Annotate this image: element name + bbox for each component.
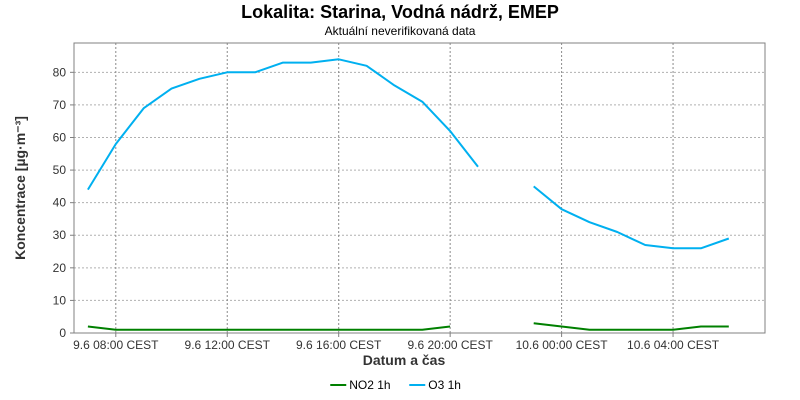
series-line-segment xyxy=(533,322,729,331)
series-line-segment xyxy=(87,325,451,331)
y-tick-label: 10 xyxy=(53,293,67,307)
y-tick-label: 0 xyxy=(59,326,66,340)
y-axis-label: Koncentrace [µg·m⁻³] xyxy=(12,116,28,260)
x-tick-label: 9.6 12:00 CEST xyxy=(185,338,271,352)
legend: NO2 1h O3 1h xyxy=(330,378,461,392)
series-lines xyxy=(87,58,730,331)
y-tick-label: 70 xyxy=(53,98,67,112)
chart-subtitle: Aktuální neverifikovaná data xyxy=(325,24,476,38)
y-tick-label: 30 xyxy=(53,228,67,242)
series-no2-1h xyxy=(87,322,729,331)
x-axis: 9.6 08:00 CEST 9.6 12:00 CEST 9.6 16:00 CE… xyxy=(73,333,720,352)
y-tick-label: 20 xyxy=(53,261,67,275)
y-axis: 0 10 20 30 40 50 60 70 80 xyxy=(53,65,74,340)
series-o3-1h xyxy=(87,58,730,250)
series-line-segment xyxy=(533,185,730,250)
x-tick-label: 9.6 16:00 CEST xyxy=(296,338,382,352)
legend-item: O3 1h xyxy=(409,378,461,392)
legend-item: NO2 1h xyxy=(330,378,391,392)
x-tick-label: 9.6 08:00 CEST xyxy=(73,338,159,352)
chart-title: Lokalita: Starina, Vodná nádrž, EMEP xyxy=(241,2,559,22)
y-tick-label: 80 xyxy=(53,65,67,79)
y-tick-label: 60 xyxy=(53,130,67,144)
plot-area xyxy=(73,42,766,334)
grid xyxy=(74,43,765,333)
x-tick-label: 10.6 00:00 CEST xyxy=(516,338,609,352)
x-axis-label: Datum a čas xyxy=(363,352,446,368)
y-tick-label: 50 xyxy=(53,163,67,177)
x-tick-label: 9.6 20:00 CEST xyxy=(407,338,493,352)
x-tick-label: 10.6 04:00 CEST xyxy=(627,338,720,352)
legend-label: O3 1h xyxy=(428,378,461,392)
legend-label: NO2 1h xyxy=(349,378,390,392)
series-line-segment xyxy=(87,58,479,191)
y-tick-label: 40 xyxy=(53,196,67,210)
